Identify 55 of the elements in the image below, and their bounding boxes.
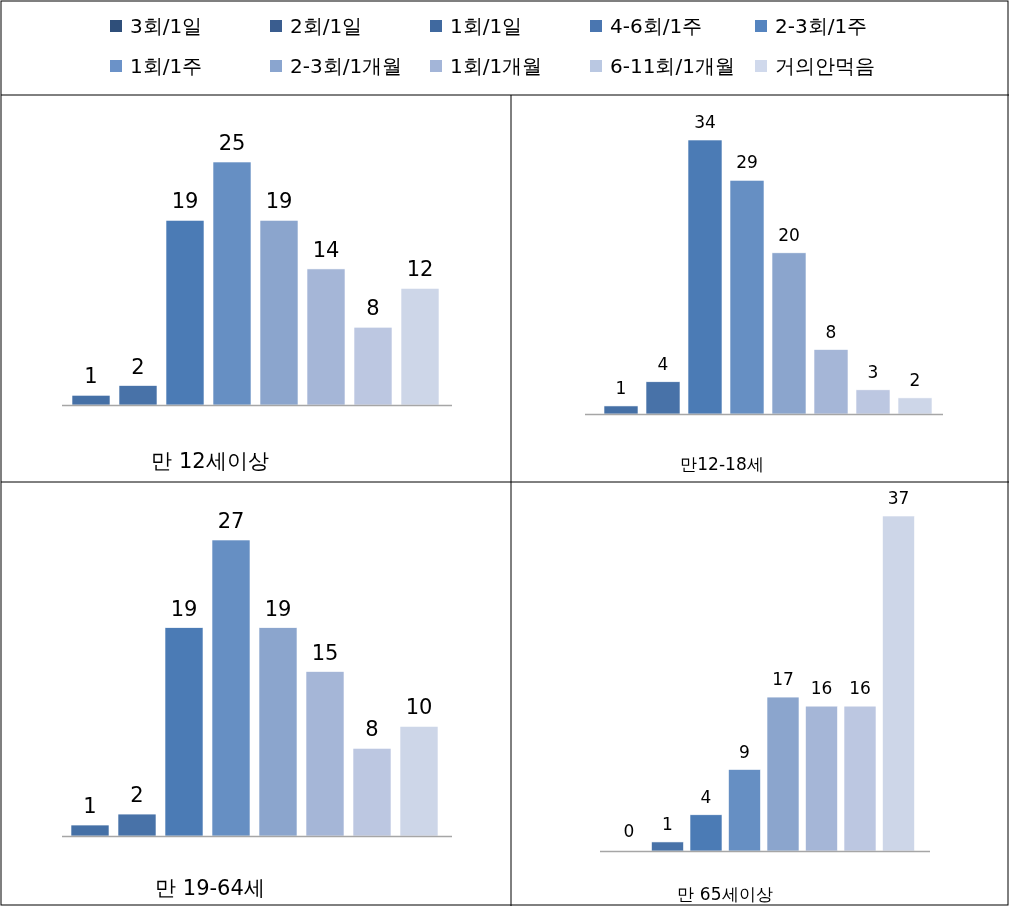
data-label: 2 [130, 783, 144, 808]
data-label: 1 [662, 813, 673, 834]
data-label: 37 [887, 488, 910, 508]
legend-item: 2-3회/1주 [755, 14, 868, 38]
data-label: 8 [825, 321, 837, 342]
data-label: 8 [365, 717, 379, 742]
data-label: 25 [218, 131, 246, 155]
legend-item: 1회/1개월 [430, 54, 543, 78]
x-axis-title: 만 12세이상 [151, 449, 269, 473]
legend-item: 거의안먹음 [755, 54, 875, 78]
data-label: 19 [264, 596, 292, 621]
data-label: 20 [778, 224, 800, 245]
data-label: 2 [909, 369, 921, 390]
data-label: 19 [170, 596, 198, 621]
x-axis-title: 만12-18세 [680, 454, 764, 474]
data-label: 0 [623, 821, 635, 841]
category-label: 1회/1개월 [450, 54, 543, 78]
data-label: 19 [265, 189, 293, 214]
x-axis-title: 만 19-64세 [155, 876, 265, 900]
category-label: 1회/1일 [450, 14, 523, 38]
data-label: 1 [84, 364, 98, 389]
data-label: 4 [700, 786, 712, 807]
category-label: 1회/1주 [130, 54, 203, 78]
data-label: 10 [405, 695, 433, 720]
category-label: 2-3회/1주 [775, 14, 868, 38]
category-label: 2회/1일 [290, 14, 363, 38]
legend-item: 6-11회/1개월 [590, 54, 735, 78]
category-label: 4-6회/1주 [610, 14, 703, 38]
data-label: 1 [83, 794, 97, 819]
legend-item: 4-6회/1주 [590, 14, 703, 38]
category-label: 3회/1일 [130, 14, 203, 38]
data-label: 1 [615, 377, 627, 398]
data-label: 2 [131, 354, 145, 379]
legend-item: 2-3회/1개월 [270, 54, 403, 78]
data-label: 12 [406, 257, 434, 282]
data-label: 34 [694, 112, 716, 132]
category-label: 거의안먹음 [775, 54, 875, 78]
data-label: 3 [867, 361, 879, 382]
legend-item: 3회/1일 [110, 14, 203, 38]
data-label: 17 [772, 669, 794, 690]
legend-item: 2회/1일 [270, 14, 363, 38]
data-label: 29 [736, 152, 758, 173]
data-label: 14 [312, 237, 340, 262]
legend-item: 1회/1일 [430, 14, 523, 38]
data-label: 9 [739, 741, 750, 762]
category-label: 2-3회/1개월 [290, 54, 403, 78]
data-label: 19 [171, 189, 199, 214]
data-label: 16 [810, 678, 833, 699]
data-label: 16 [849, 678, 871, 699]
data-label: 4 [657, 353, 669, 374]
data-label: 27 [217, 509, 245, 533]
legend-item: 1회/1주 [110, 54, 203, 78]
data-label: 8 [366, 296, 380, 321]
x-axis-title: 만 65세이상 [677, 884, 773, 904]
data-label: 15 [311, 640, 339, 665]
